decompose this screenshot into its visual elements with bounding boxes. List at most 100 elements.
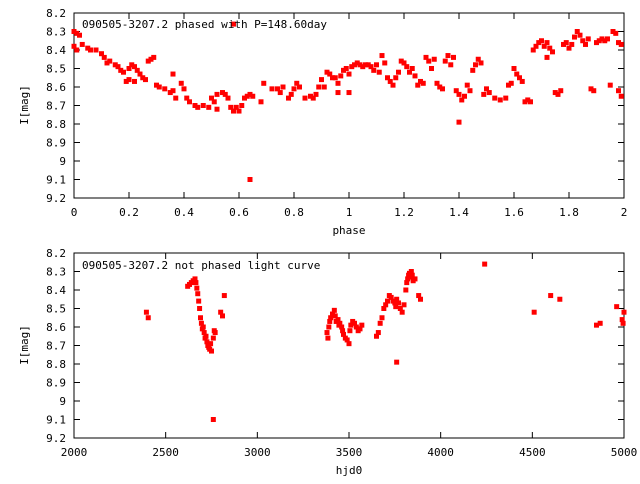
data-points — [143, 261, 627, 422]
data-point — [228, 104, 234, 110]
data-point — [354, 60, 360, 66]
data-point — [359, 322, 365, 328]
data-point — [192, 276, 198, 282]
y-tick-label: 8.4 — [46, 284, 66, 297]
y-tick-label: 8.2 — [46, 247, 66, 260]
data-point — [508, 80, 514, 86]
data-point — [544, 40, 550, 46]
data-point — [396, 69, 401, 75]
data-point — [585, 36, 591, 42]
data-point — [291, 86, 297, 92]
data-point — [331, 307, 337, 313]
data-point — [605, 36, 610, 42]
y-tick-label: 9 — [59, 155, 66, 168]
data-point — [519, 78, 525, 84]
data-point — [85, 45, 91, 51]
data-point — [404, 280, 410, 286]
data-point — [596, 38, 602, 44]
data-point — [599, 36, 605, 42]
data-point — [357, 62, 363, 68]
data-point — [475, 56, 481, 62]
data-point — [88, 47, 93, 53]
data-point — [107, 58, 113, 64]
data-point — [197, 306, 203, 311]
data-point — [383, 302, 389, 308]
data-point — [456, 119, 462, 125]
data-point — [547, 45, 553, 51]
data-point — [308, 93, 313, 99]
data-point — [390, 82, 396, 88]
data-point — [352, 62, 357, 68]
data-point — [536, 40, 542, 46]
data-point — [387, 78, 393, 84]
data-point — [484, 86, 489, 92]
data-point — [525, 97, 531, 103]
data-point — [148, 56, 154, 62]
data-point — [614, 304, 620, 310]
data-point — [330, 75, 335, 81]
data-point — [209, 95, 214, 101]
x-tick-label: 4000 — [427, 446, 454, 459]
data-point — [453, 88, 459, 94]
y-tick-label: 9.2 — [46, 192, 66, 205]
data-point — [503, 95, 509, 101]
data-point — [221, 293, 227, 299]
data-point — [324, 330, 330, 336]
data-point — [621, 309, 627, 315]
y-tick-label: 8.7 — [46, 340, 66, 353]
data-points — [71, 21, 624, 182]
data-point — [327, 318, 333, 324]
data-point — [352, 320, 357, 326]
data-point — [533, 43, 539, 49]
data-point — [382, 60, 388, 66]
data-point — [569, 41, 575, 47]
data-point — [332, 75, 338, 81]
data-point — [440, 86, 445, 92]
data-point — [374, 333, 379, 339]
data-point — [357, 326, 363, 332]
data-point — [170, 71, 176, 77]
data-point — [211, 99, 217, 105]
data-point — [445, 53, 451, 59]
data-point — [353, 324, 359, 330]
data-point — [200, 324, 206, 330]
data-point — [134, 67, 140, 73]
data-point — [616, 88, 621, 94]
data-point — [594, 40, 599, 46]
data-point — [379, 315, 385, 321]
y-tick-label: 8.6 — [46, 81, 66, 94]
data-point — [198, 315, 203, 321]
x-tick-label: 2000 — [61, 446, 88, 459]
data-point — [324, 69, 330, 75]
x-tick-label: 0.8 — [284, 206, 304, 219]
x-axis-label: phase — [332, 224, 365, 237]
y-tick-label: 9.1 — [46, 414, 66, 427]
data-point — [396, 300, 401, 306]
data-point — [393, 304, 399, 310]
data-point — [610, 29, 616, 34]
data-point — [210, 335, 216, 341]
data-point — [126, 66, 132, 71]
data-point — [143, 309, 149, 315]
x-tick-label: 0.4 — [174, 206, 194, 219]
data-point — [572, 34, 577, 40]
data-point — [201, 330, 207, 336]
data-point — [403, 287, 409, 293]
data-point — [71, 43, 77, 49]
phased-chart: 0 0.2 0.4 0.6 0.8 1 1.2 1.4 1.6 1.8 2 8.2 8.3 8.4 8.5 8… — [18, 7, 627, 237]
data-point — [394, 296, 400, 302]
data-point — [580, 38, 586, 44]
data-point — [607, 82, 613, 88]
data-point — [531, 309, 537, 315]
x-tick-label: 1.4 — [449, 206, 469, 219]
data-point — [448, 62, 454, 68]
data-point — [481, 91, 487, 97]
data-point — [104, 60, 110, 66]
data-point — [420, 80, 426, 86]
data-point — [583, 41, 588, 47]
data-point — [388, 294, 394, 300]
data-point — [280, 84, 286, 90]
data-point — [434, 80, 440, 86]
data-point — [416, 293, 422, 299]
